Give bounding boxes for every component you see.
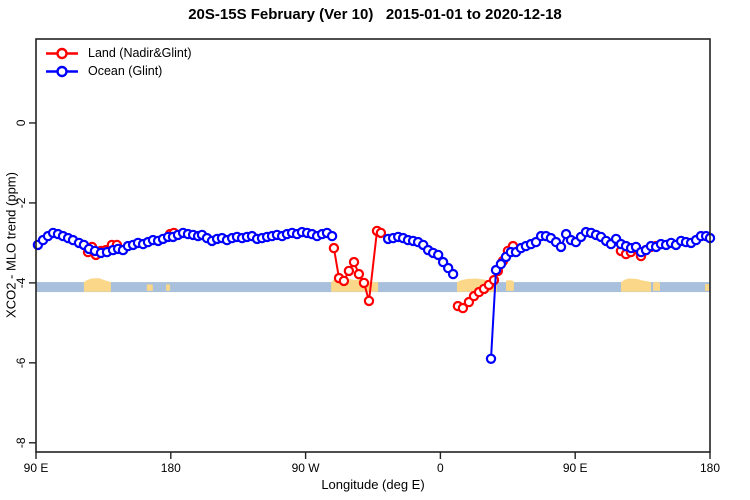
y-tick-label: -2 — [14, 197, 28, 208]
data-point — [488, 274, 500, 286]
land-series-line-marker-icon — [46, 47, 78, 59]
data-point — [555, 241, 567, 253]
chart-title: 20S-15S February (Ver 10) 2015-01-01 to … — [188, 6, 562, 23]
y-tick-label: -4 — [14, 277, 28, 288]
land-patch-fiji — [166, 284, 171, 291]
plot-frame — [35, 38, 711, 453]
x-tick-label: 90 W — [292, 461, 321, 475]
land-patch-australia-repeat — [621, 278, 651, 292]
y-axis-title: XCO2 - MLO trend (ppm) — [3, 172, 19, 318]
y-axis-ticks: 0 -2 -4 -6 -8 — [14, 119, 36, 448]
legend-label-ocean: Ocean (Glint) — [88, 64, 163, 78]
data-point — [495, 258, 507, 270]
ocean-series — [32, 226, 716, 364]
data-point — [343, 265, 355, 277]
x-tick-label: 180 — [700, 461, 720, 475]
x-tick-label: 0 — [437, 461, 444, 475]
data-point — [326, 230, 338, 242]
legend-item-land: Land (Nadir&Glint) — [45, 44, 192, 62]
legend-item-ocean: Ocean (Glint) — [45, 62, 192, 80]
data-point — [328, 242, 340, 254]
y-tick-label: 0 — [14, 119, 28, 126]
data-point — [485, 353, 497, 364]
y-tick-label: -6 — [14, 357, 28, 368]
data-point — [433, 249, 444, 261]
data-point — [358, 277, 370, 289]
land-patch-fiji-repeat — [705, 284, 710, 291]
land-patch-madagascar — [506, 280, 514, 291]
data-point — [353, 268, 365, 280]
data-point — [363, 295, 375, 307]
x-tick-label: 180 — [161, 461, 181, 475]
legend: Land (Nadir&Glint) Ocean (Glint) — [45, 44, 192, 80]
data-point — [457, 302, 469, 314]
x-tick-label: 90 E — [24, 461, 49, 475]
data-point — [338, 275, 350, 287]
land-patch-cape-york-repeat — [653, 281, 660, 291]
data-point — [447, 268, 459, 280]
data-point — [348, 256, 360, 268]
legend-label-land: Land (Nadir&Glint) — [88, 46, 192, 60]
land-patch-australia — [83, 278, 111, 292]
x-axis-title: Longitude (deg E) — [321, 477, 425, 492]
ocean-series-line-marker-icon — [46, 65, 78, 77]
y-tick-label: -8 — [14, 437, 28, 448]
land-patch-new-caledonia — [146, 284, 153, 291]
x-axis-ticks: 90 E 180 90 W 0 90 E 180 — [24, 452, 720, 475]
data-point — [375, 227, 387, 239]
x-tick-label: 90 E — [563, 461, 588, 475]
